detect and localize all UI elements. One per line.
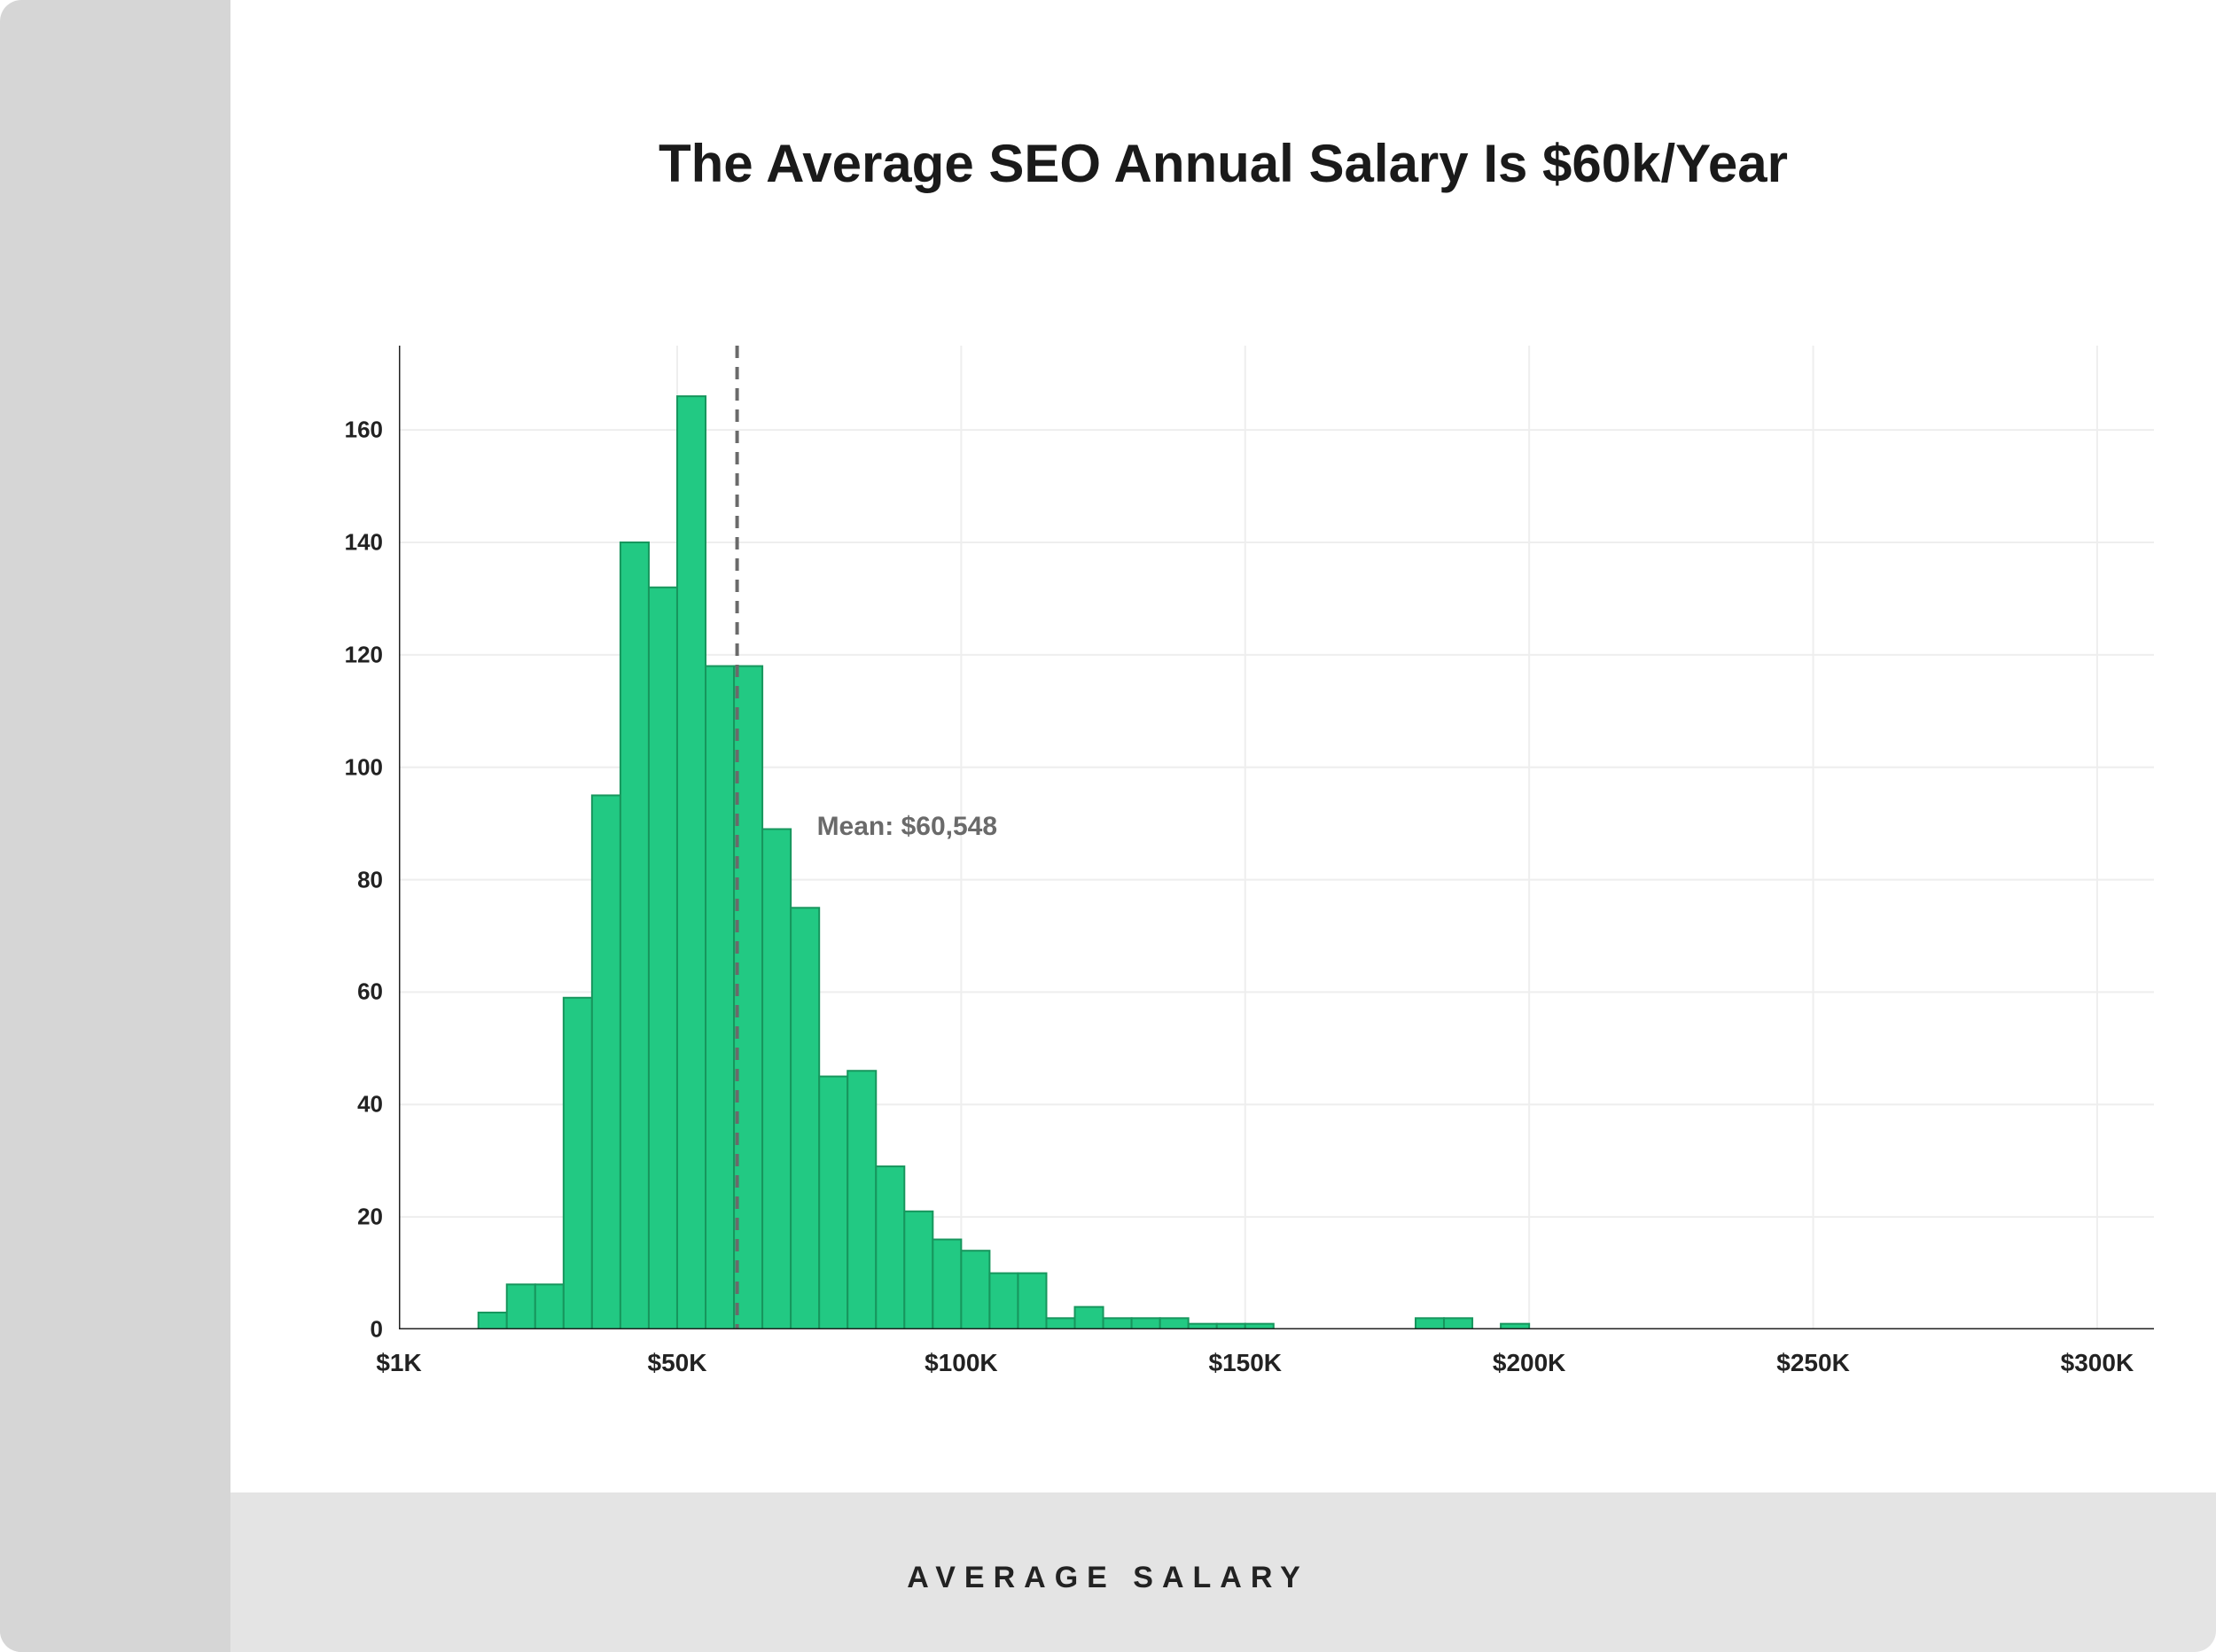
- y-tick-label: 0: [371, 1316, 383, 1344]
- x-tick-label: $300K: [2061, 1349, 2134, 1377]
- mean-label: Mean: $60,548: [817, 812, 997, 842]
- x-tick-label: $250K: [1776, 1349, 1850, 1377]
- y-tick-label: 160: [345, 417, 383, 444]
- y-tick-label: 40: [357, 1091, 383, 1118]
- chart-panel: The Average SEO Annual Salary Is $60k/Ye…: [230, 0, 2216, 1492]
- x-tick-label: $200K: [1493, 1349, 1566, 1377]
- figure-frame: NUMBER OF JOB OFFERS AVERAGE SALARY The …: [0, 0, 2216, 1652]
- chart-title: The Average SEO Annual Salary Is $60k/Ye…: [230, 133, 2216, 194]
- y-tick-label: 100: [345, 753, 383, 781]
- plot-area: 020406080100120140160$1K$50K$100K$150K$2…: [399, 346, 2154, 1329]
- y-tick-label: 120: [345, 641, 383, 668]
- x-tick-label: $50K: [648, 1349, 707, 1377]
- x-axis-title: AVERAGE SALARY: [0, 1561, 2216, 1595]
- x-tick-label: $150K: [1208, 1349, 1282, 1377]
- histogram-svg: [399, 346, 2154, 1329]
- y-tick-label: 60: [357, 978, 383, 1006]
- x-tick-label: $1K: [376, 1349, 421, 1377]
- x-tick-label: $100K: [925, 1349, 998, 1377]
- left-band: [0, 0, 230, 1652]
- y-tick-label: 140: [345, 529, 383, 557]
- y-tick-label: 80: [357, 866, 383, 893]
- y-tick-label: 20: [357, 1204, 383, 1231]
